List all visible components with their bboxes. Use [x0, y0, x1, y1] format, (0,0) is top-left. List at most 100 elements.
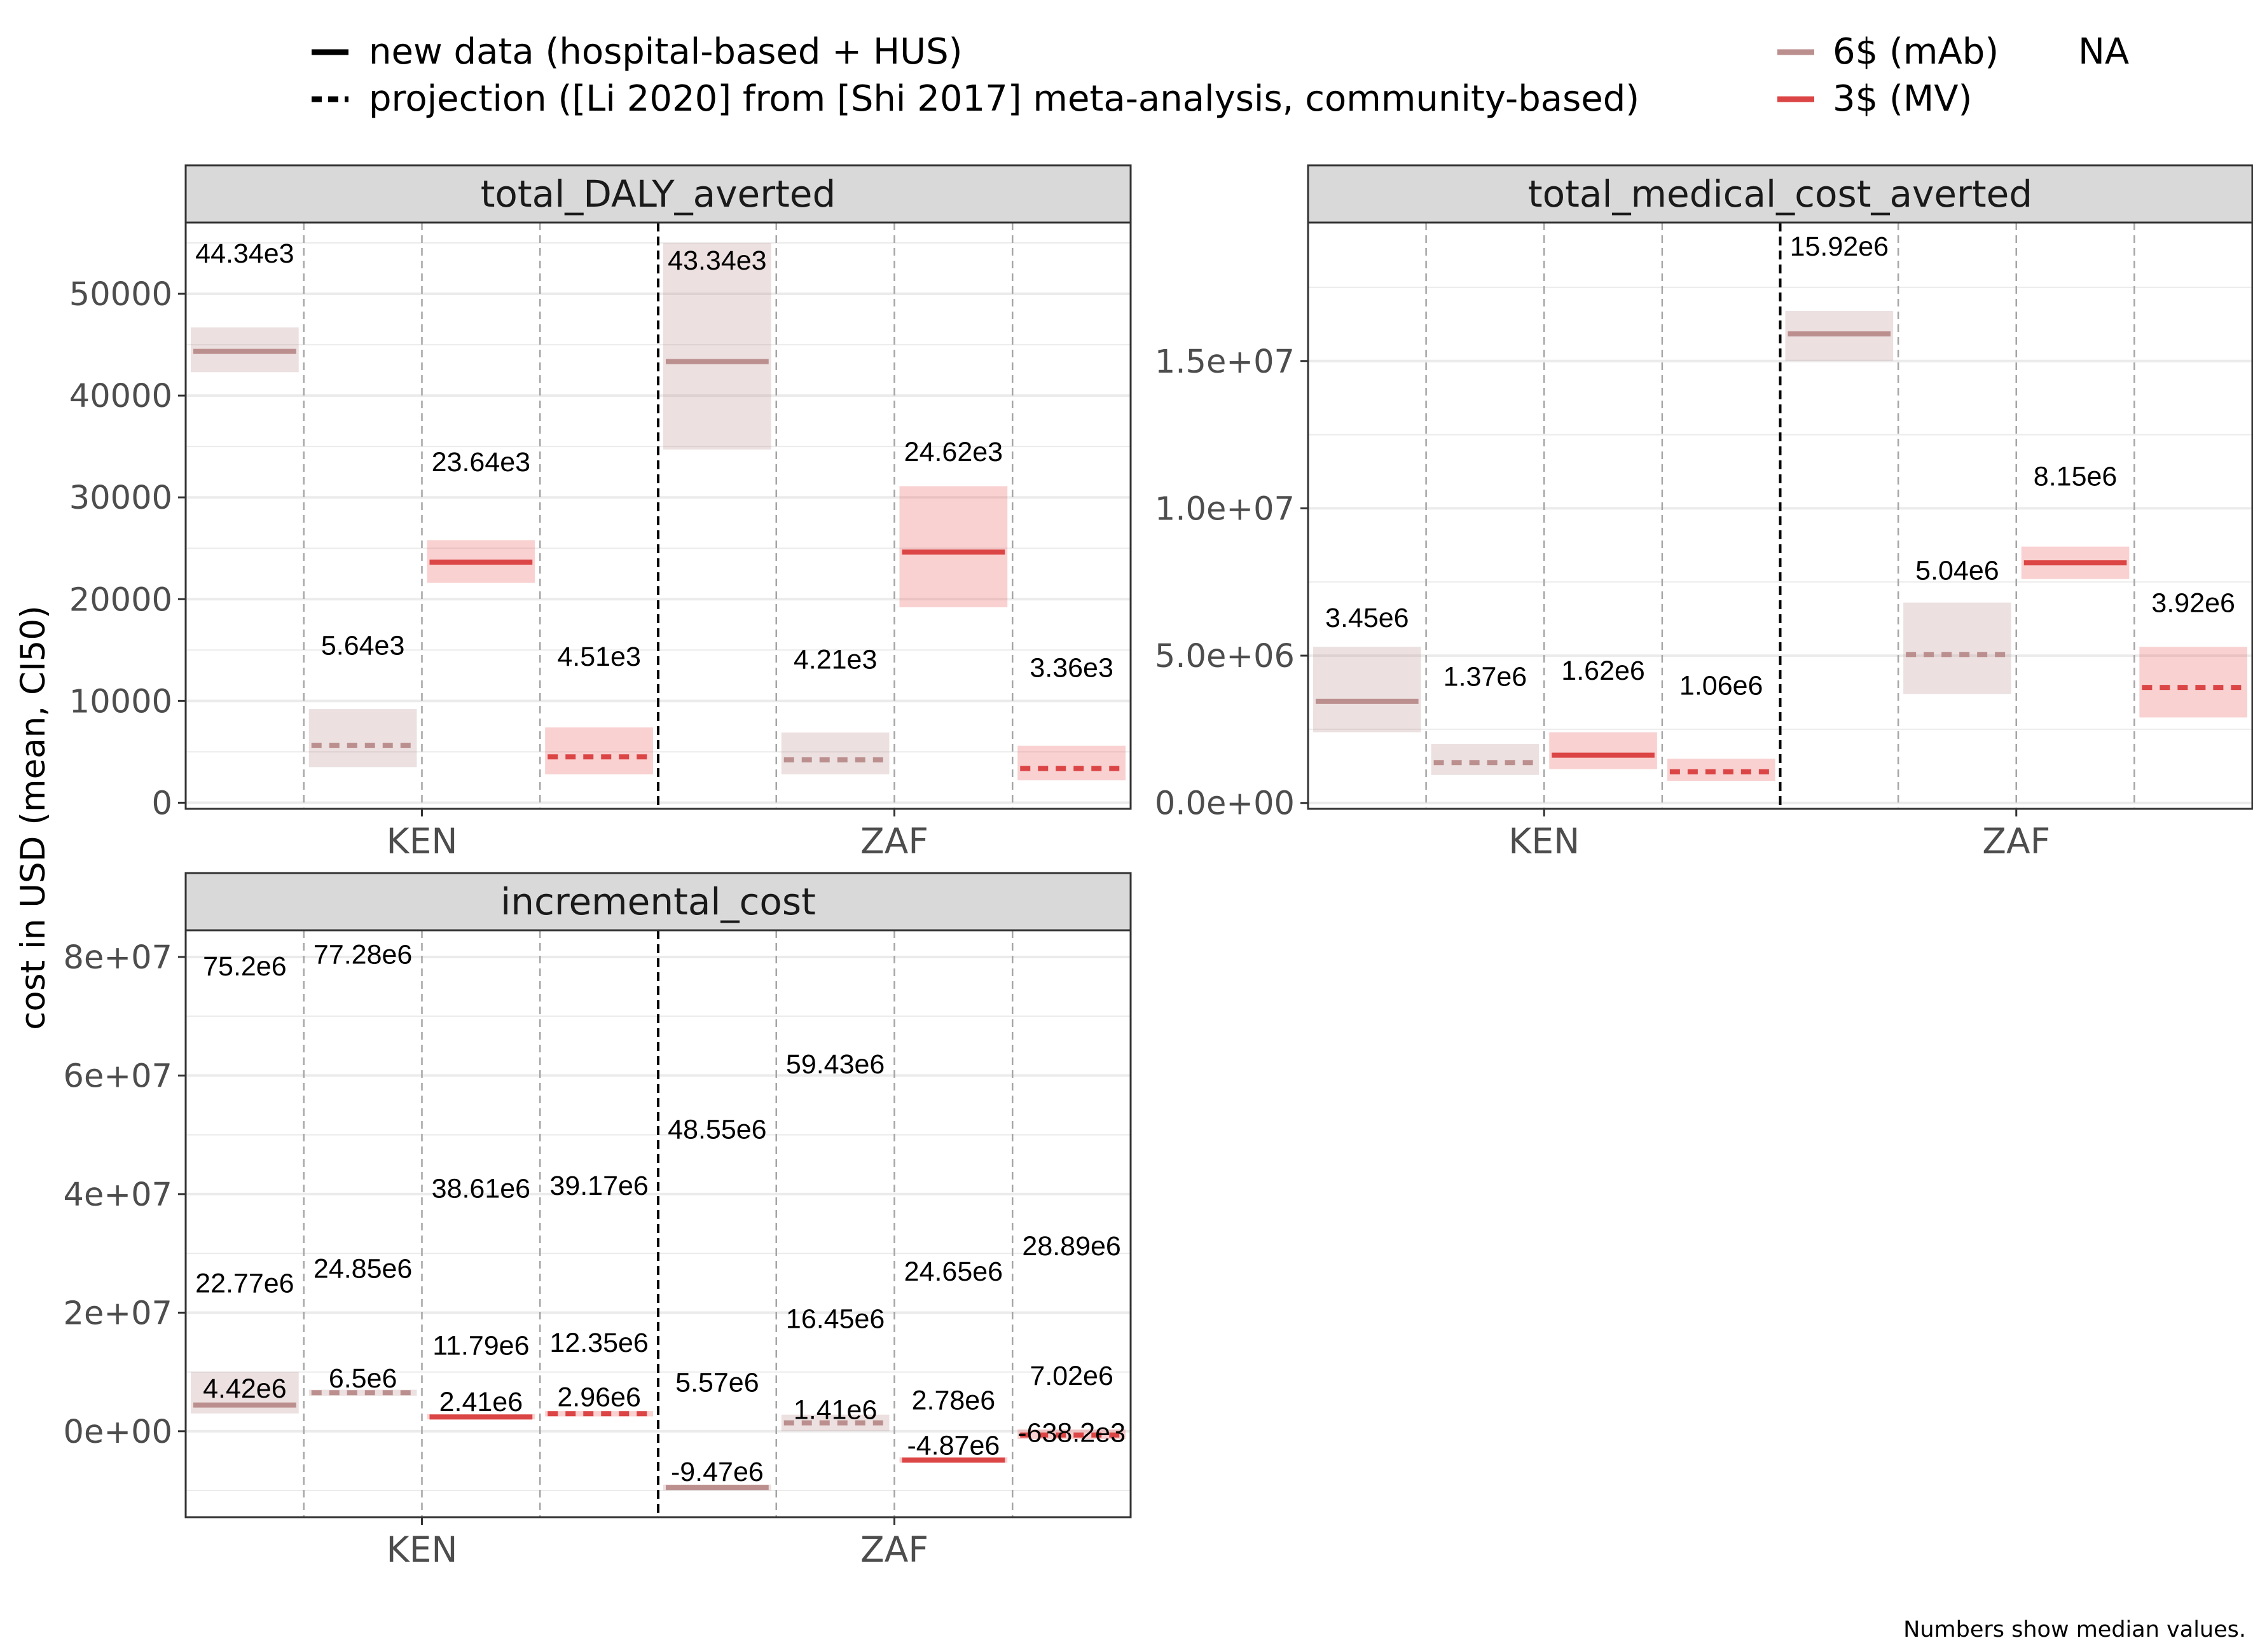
median-label: 8.15e6: [2034, 461, 2118, 492]
ci-high-label: 77.28e6: [313, 939, 412, 970]
panel-strip: [184, 164, 1132, 224]
median-label: 24.62e3: [904, 437, 1003, 467]
y-tick-label: 8e+07: [64, 939, 172, 977]
ci-high-label: 59.43e6: [786, 1049, 885, 1080]
ci-band-ken-2: [1549, 732, 1657, 769]
legend-na-label: NA: [2078, 31, 2129, 72]
y-tick-label: 4e+07: [64, 1176, 172, 1214]
y-tick-label: 1.0e+07: [1155, 490, 1295, 528]
ci-band-zaf-3: [2139, 647, 2247, 718]
panel-border: [184, 221, 1132, 810]
ci-low-label: 5.57e6: [675, 1367, 759, 1398]
ci-high-label: 28.89e6: [1022, 1231, 1120, 1262]
y-tick-label: 40000: [69, 378, 172, 415]
ci-band-ken-1: [308, 1389, 417, 1396]
median-label: 4.21e3: [794, 645, 878, 675]
x-tick-label: ZAF: [860, 821, 928, 862]
median-label: 3.45e6: [1325, 603, 1409, 633]
median-label: -9.47e6: [671, 1457, 764, 1487]
plot-area: [1308, 223, 2252, 809]
ci-low-label: 7.02e6: [1030, 1361, 1113, 1391]
panel-title: total_medical_cost_averted: [1528, 172, 2032, 216]
y-tick-label: 30000: [69, 479, 172, 517]
median-label: 44.34e3: [195, 238, 294, 269]
x-tick-label: KEN: [387, 821, 458, 862]
ci-high-label: 39.17e6: [549, 1171, 648, 1201]
x-tick-label: KEN: [387, 1529, 458, 1570]
median-label: 5.64e3: [321, 630, 405, 661]
plot-area: [186, 223, 1131, 809]
ci-high-label: 38.61e6: [432, 1174, 530, 1204]
legend-solid-label: new data (hospital-based + HUS): [369, 31, 962, 72]
y-tick-label: 20000: [69, 581, 172, 619]
y-tick-label: 6e+07: [64, 1057, 172, 1095]
median-label: 43.34e3: [668, 245, 766, 276]
legend: new data (hospital-based + HUS) projecti…: [312, 31, 2129, 120]
plot-area: [186, 930, 1131, 1517]
ci-band-zaf-1: [781, 732, 890, 774]
y-tick-label: 50000: [69, 276, 172, 313]
ci-band-zaf-2: [899, 486, 1008, 608]
median-label: 4.42e6: [203, 1373, 287, 1404]
ci-low-label: 24.85e6: [313, 1253, 412, 1284]
panel-title: total_DALY_averted: [481, 172, 836, 216]
median-label: 4.51e3: [557, 642, 641, 672]
ci-high-label: 24.65e6: [904, 1256, 1003, 1287]
ci-band-zaf-1: [781, 1414, 890, 1431]
panels: total_DALY_averted 44.34e3 5.64e3 23.64e3 4.…: [64, 164, 2253, 1570]
y-tick-label: 0.0e+00: [1155, 785, 1295, 823]
y-axis-title: cost in USD (mean, CI50): [14, 605, 53, 1030]
median-label: 1.06e6: [1679, 670, 1763, 701]
ci-band-ken-3: [1667, 759, 1775, 781]
median-label: 15.92e6: [1790, 231, 1889, 262]
ci-band-ken-0: [1313, 647, 1421, 733]
ci-band-zaf-1: [1903, 602, 2011, 694]
panel-border: [184, 929, 1132, 1518]
median-label: 1.41e6: [794, 1394, 878, 1425]
ci-low-label: 12.35e6: [549, 1328, 648, 1358]
panel-strip: [1307, 164, 2253, 224]
ci-band-ken-3: [545, 1411, 653, 1417]
median-label: 1.62e6: [1561, 656, 1645, 686]
x-tick-label: ZAF: [1982, 821, 2050, 862]
ci-low-label: 11.79e6: [432, 1331, 529, 1361]
y-tick-label: 1.5e+07: [1155, 343, 1295, 381]
median-label: 3.92e6: [2151, 588, 2235, 619]
ci-band-zaf-0: [663, 243, 771, 450]
ci-high-label: 48.55e6: [668, 1114, 766, 1145]
median-label: 6.5e6: [329, 1363, 397, 1394]
panel-title: incremental_cost: [500, 880, 816, 923]
panel-border: [1307, 221, 2253, 810]
ci-band-ken-1: [1431, 744, 1540, 775]
median-label: -4.87e6: [907, 1430, 1000, 1461]
median-label: 3.36e3: [1030, 653, 1113, 684]
legend-dashed-label: projection ([Li 2020] from [Shi 2017] me…: [369, 78, 1639, 120]
y-tick-label: 5.0e+06: [1155, 638, 1295, 675]
legend-mab-label: 6$ (mAb): [1833, 31, 1999, 72]
y-tick-label: 2e+07: [64, 1295, 172, 1332]
median-label: 5.04e6: [1915, 556, 1999, 586]
y-tick-label: 0e+00: [64, 1414, 172, 1451]
median-label: -638.2e3: [1017, 1418, 1126, 1449]
panel-strip: [184, 872, 1132, 932]
median-label: 2.41e6: [439, 1387, 523, 1417]
panel-incremental-cost: incremental_cost 4.42e6 22.77e6 75.2e6 6.5e6…: [64, 872, 1132, 1570]
y-tick-label: 10000: [69, 683, 172, 720]
legend-mv-label: 3$ (MV): [1833, 78, 1972, 120]
ci-low-label: 22.77e6: [195, 1269, 294, 1299]
ci-band-zaf-3: [1017, 745, 1126, 781]
ci-low-label: 2.78e6: [912, 1385, 996, 1415]
ci-low-label: 16.45e6: [786, 1304, 885, 1335]
caption: Numbers show median values.: [1903, 1617, 2246, 1642]
ci-high-label: 75.2e6: [203, 951, 287, 982]
panel-total-medical-cost-averted: total_medical_cost_averted 3.45e6 1.37e6 1.…: [1155, 164, 2253, 862]
panel-total-DALY-averted: total_DALY_averted 44.34e3 5.64e3 23.64e3 4.…: [69, 164, 1132, 862]
x-tick-label: ZAF: [860, 1529, 928, 1570]
ci-band-ken-1: [308, 709, 417, 767]
x-tick-label: KEN: [1508, 821, 1580, 862]
median-label: 2.96e6: [557, 1382, 641, 1413]
median-label: 23.64e3: [432, 447, 530, 478]
y-tick-label: 0: [152, 785, 172, 822]
ci-band-ken-3: [545, 727, 653, 774]
